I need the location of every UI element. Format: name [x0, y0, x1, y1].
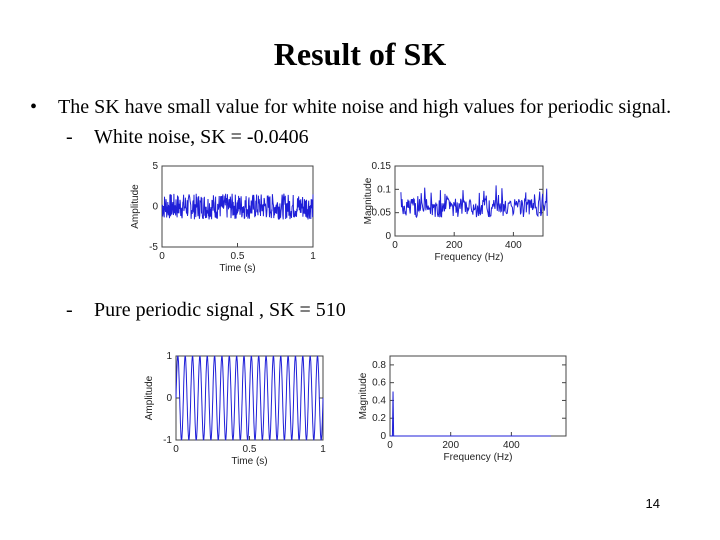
y-tick-label: 0.05 — [372, 208, 392, 219]
periodic-spectrum-plot: 0.8 0.6 0.4 0.2 0 0 200 400 Frequency (Hz) Magnit… — [348, 348, 573, 473]
y-tick-label: -5 — [149, 242, 158, 253]
y-tick-label: 1 — [166, 351, 172, 362]
page-number: 14 — [645, 496, 660, 511]
series-line — [390, 391, 551, 437]
x-tick-label: 1 — [320, 444, 326, 455]
x-tick-label: 0.5 — [231, 251, 245, 262]
sub-bullet-white-noise: White noise, SK = -0.0406 — [94, 126, 309, 148]
y-tick-label: 0.6 — [372, 378, 386, 389]
slide-title: Result of SK — [273, 36, 447, 72]
x-tick-label: 400 — [505, 240, 522, 251]
x-axis-label: Time (s) — [231, 456, 267, 467]
y-tick-label: 5 — [152, 161, 158, 172]
x-axis-label: Frequency (Hz) — [435, 252, 504, 263]
y-tick-label: 0.8 — [372, 360, 386, 371]
x-tick-label: 0 — [173, 444, 179, 455]
x-axis-label: Time (s) — [219, 263, 255, 274]
y-tick-label: 0.2 — [372, 413, 386, 424]
y-axis-label: Magnitude — [358, 372, 369, 419]
plot-area — [389, 355, 567, 437]
y-axis-label: Magnitude — [363, 177, 374, 224]
x-tick-label: 200 — [446, 240, 463, 251]
y-tick-label: 0.4 — [372, 395, 386, 406]
x-tick-label: 0 — [159, 251, 165, 262]
y-axis-label: Amplitude — [144, 375, 155, 420]
y-tick-label: 0 — [385, 231, 391, 242]
x-axis-label: Frequency (Hz) — [444, 452, 513, 463]
series-line — [175, 355, 324, 441]
y-tick-label: 0 — [166, 393, 172, 404]
x-tick-label: 200 — [442, 440, 459, 451]
main-bullet-text: The SK have small value for white noise … — [58, 96, 672, 118]
series-line — [161, 193, 314, 220]
sub-bullet-periodic: Pure periodic signal , SK = 510 — [94, 299, 346, 321]
x-tick-label: 0 — [387, 440, 393, 451]
y-axis-label: Amplitude — [130, 184, 141, 229]
y-tick-label: 0 — [152, 202, 158, 213]
x-tick-label: 400 — [503, 440, 520, 451]
y-tick-label: 0.1 — [377, 184, 391, 195]
sub-bullet-dash-1: - — [66, 126, 73, 148]
series-line — [400, 185, 548, 219]
x-tick-label: 1 — [310, 251, 316, 262]
sub-bullet-dash-2: - — [66, 299, 73, 321]
x-tick-label: 0 — [392, 240, 398, 251]
white-noise-spectrum-plot: 0.15 0.1 0.05 0 0 200 400 Frequency (Hz) Magnitu… — [348, 158, 553, 283]
y-tick-label: 0 — [380, 431, 386, 442]
bullet-symbol: • — [30, 96, 38, 118]
periodic-time-plot: 1 0 -1 0 0.5 1 Time (s) Amplitude — [140, 348, 330, 473]
x-tick-label: 0.5 — [243, 444, 257, 455]
y-tick-label: -1 — [163, 435, 172, 446]
white-noise-time-plot: 5 0 -5 0 0.5 1 Time (s) Amplitude — [125, 158, 320, 283]
y-tick-label: 0.15 — [372, 161, 392, 172]
